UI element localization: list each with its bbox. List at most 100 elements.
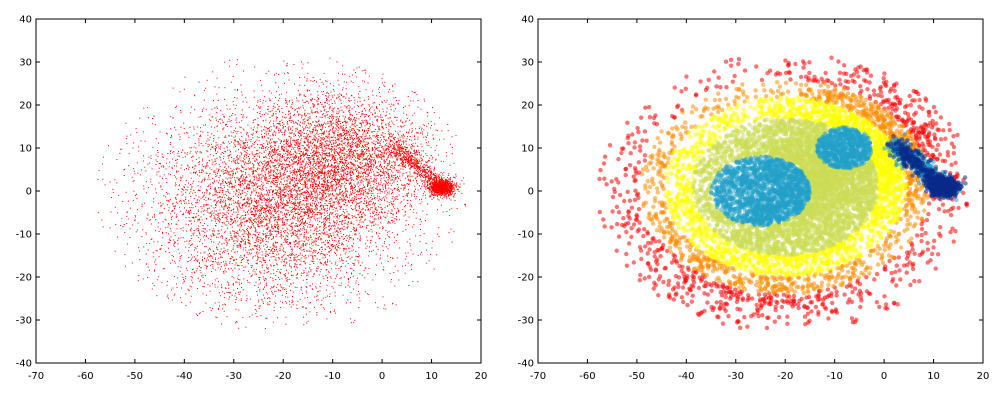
data-point [403,107,405,108]
data-point [192,282,194,284]
data-point [282,194,284,196]
data-point [235,194,237,196]
data-point [389,183,391,185]
data-point [327,176,329,178]
data-point [231,170,233,172]
data-point [315,244,317,246]
data-point [234,179,236,181]
data-point [351,130,353,131]
data-point [306,183,308,185]
data-point [343,166,345,168]
data-point [414,135,416,137]
data-point [378,139,380,141]
data-point [159,131,161,133]
data-point [245,177,247,179]
data-point [304,109,306,111]
data-point [321,299,323,301]
data-point [285,138,287,140]
data-point [288,110,290,112]
data-point [336,119,338,120]
data-point [344,220,346,221]
data-point [315,207,317,209]
data-point [304,137,306,139]
data-point [297,132,299,134]
data-point [208,212,210,214]
data-point [253,90,255,92]
data-point [254,234,256,235]
data-point [316,196,318,198]
data-point [133,168,135,170]
data-point [340,185,342,187]
data-point [365,200,367,202]
data-point [254,255,256,257]
data-point [295,130,297,132]
data-point [283,153,285,155]
data-point [357,181,359,183]
data-point [330,190,332,192]
data-point [420,154,422,156]
data-point [333,94,335,96]
data-point [315,146,317,148]
data-point [318,172,320,174]
data-point [247,183,249,185]
data-point [360,167,362,169]
data-point [378,135,379,136]
data-point [270,144,272,146]
data-point [242,218,244,220]
data-point [342,179,344,181]
data-point [242,207,244,209]
data-point [299,153,301,155]
data-point [362,130,363,131]
data-point [388,169,390,170]
data-point [339,125,341,127]
data-point [357,171,359,173]
data-point [226,195,228,196]
data-point [240,299,242,301]
data-point [225,162,227,164]
data-point [302,184,304,186]
data-point [321,130,323,132]
data-point [303,260,305,262]
data-point [305,290,307,292]
data-point [368,75,370,77]
data-point [334,132,336,134]
data-point [219,196,221,198]
data-point [245,161,247,163]
data-point [242,215,244,216]
data-point [210,255,212,257]
data-point [354,165,356,167]
data-point [322,172,324,174]
data-point [332,143,334,145]
data-point [299,145,301,147]
data-point [277,196,279,198]
data-point [283,187,285,189]
data-point [404,148,406,150]
data-point [260,199,262,200]
data-point [331,268,332,270]
data-point [218,218,220,220]
data-point [303,191,305,193]
data-point [269,142,271,144]
data-point [377,206,379,208]
data-point [259,222,261,224]
data-point [291,203,293,205]
data-point [307,250,309,252]
data-point [350,166,352,168]
data-point [333,172,335,174]
data-point [355,176,357,177]
data-point [300,130,302,132]
data-point [347,117,349,119]
data-point [119,152,121,154]
data-point [311,139,313,141]
data-point [284,265,286,267]
data-point [257,236,259,238]
data-point [255,222,257,224]
data-point [292,253,294,255]
data-point [401,126,403,128]
data-point [365,148,367,150]
data-point [265,204,267,206]
data-point [224,201,226,203]
data-point [384,211,386,213]
data-point [363,198,365,200]
data-point [328,155,330,157]
